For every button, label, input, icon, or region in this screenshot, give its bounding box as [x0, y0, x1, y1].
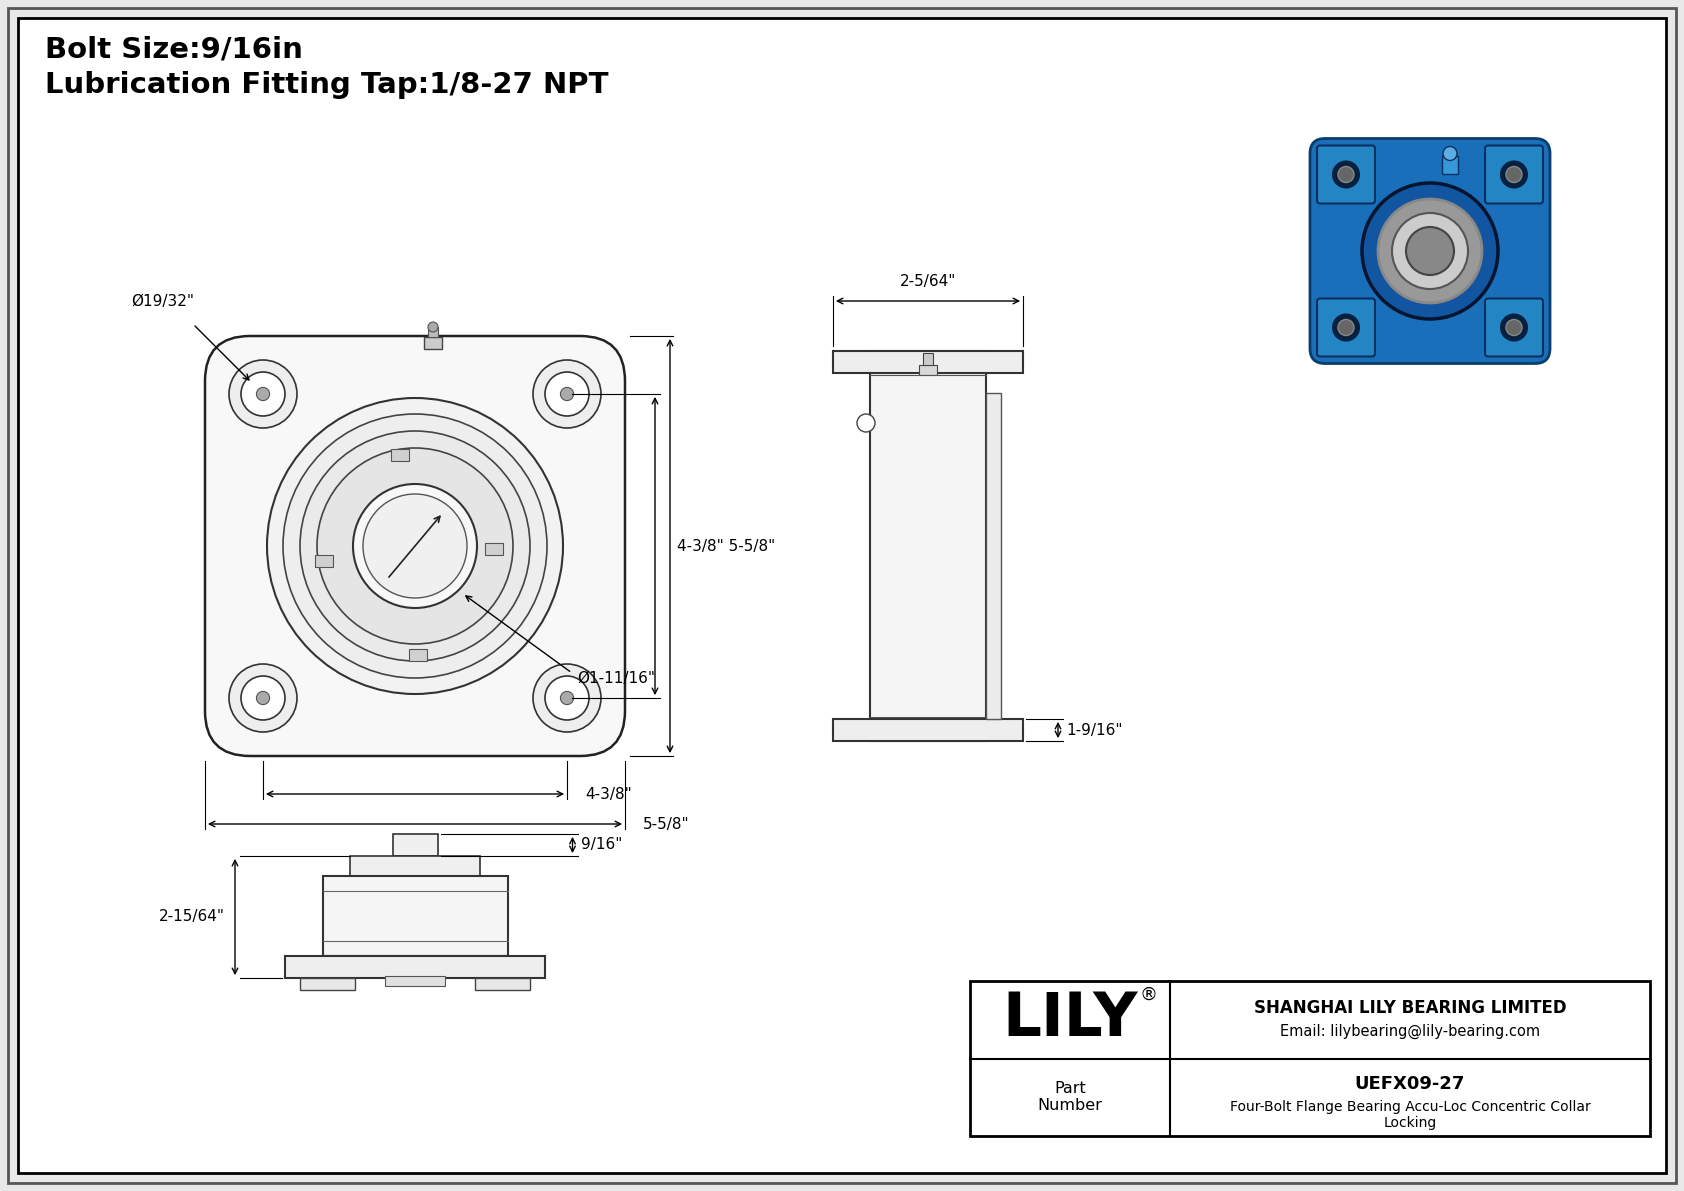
Circle shape	[1339, 319, 1354, 336]
Text: Bolt Size:9/16in: Bolt Size:9/16in	[45, 36, 303, 64]
FancyBboxPatch shape	[1310, 138, 1549, 363]
Circle shape	[1500, 314, 1527, 341]
Circle shape	[561, 387, 574, 400]
Text: Email: lilybearing@lily-bearing.com: Email: lilybearing@lily-bearing.com	[1280, 1024, 1541, 1040]
Text: Ø19/32": Ø19/32"	[131, 294, 194, 308]
Circle shape	[354, 484, 477, 607]
Text: 5-5/8": 5-5/8"	[643, 817, 690, 831]
Bar	[300, 978, 355, 990]
Circle shape	[256, 387, 269, 400]
Bar	[386, 975, 445, 986]
Bar	[391, 449, 409, 461]
Circle shape	[1334, 314, 1359, 341]
Bar	[485, 543, 504, 555]
Text: 4-3/8": 4-3/8"	[584, 786, 632, 802]
Circle shape	[241, 372, 285, 416]
Circle shape	[546, 372, 589, 416]
Text: 2-5/64": 2-5/64"	[899, 274, 957, 289]
FancyBboxPatch shape	[1317, 299, 1376, 356]
Bar	[428, 328, 438, 337]
Text: SHANGHAI LILY BEARING LIMITED: SHANGHAI LILY BEARING LIMITED	[1253, 999, 1566, 1017]
FancyBboxPatch shape	[1485, 299, 1543, 356]
Circle shape	[283, 414, 547, 678]
Bar	[919, 364, 936, 375]
Circle shape	[534, 665, 601, 732]
Bar	[285, 956, 546, 978]
Circle shape	[256, 692, 269, 705]
Circle shape	[1378, 199, 1482, 303]
Bar	[1442, 156, 1458, 174]
Bar	[987, 393, 1000, 719]
Circle shape	[1406, 227, 1453, 275]
Bar	[923, 353, 933, 364]
Circle shape	[300, 431, 530, 661]
Circle shape	[1505, 319, 1522, 336]
Circle shape	[428, 322, 438, 332]
Circle shape	[1505, 167, 1522, 182]
Circle shape	[857, 414, 876, 432]
Bar	[834, 719, 1022, 741]
Circle shape	[1334, 162, 1359, 187]
Bar	[871, 351, 987, 741]
Circle shape	[561, 692, 574, 705]
Circle shape	[1500, 162, 1527, 187]
Bar	[392, 834, 438, 856]
Bar	[315, 555, 333, 567]
Text: 9/16": 9/16"	[581, 837, 621, 853]
Circle shape	[241, 676, 285, 721]
FancyBboxPatch shape	[1485, 145, 1543, 204]
Bar	[475, 978, 530, 990]
Bar	[834, 351, 1022, 373]
FancyBboxPatch shape	[205, 336, 625, 756]
Circle shape	[546, 676, 589, 721]
Text: 2-15/64": 2-15/64"	[158, 910, 226, 924]
Bar	[409, 649, 428, 661]
Text: Ø1-11/16": Ø1-11/16"	[578, 671, 655, 686]
Text: 4-3/8" 5-5/8": 4-3/8" 5-5/8"	[677, 538, 775, 554]
Bar	[970, 981, 1650, 1136]
Text: Part
Number: Part Number	[1037, 1081, 1103, 1114]
Text: UEFX09-27: UEFX09-27	[1356, 1075, 1465, 1093]
Text: ®: ®	[1138, 986, 1157, 1004]
Bar	[424, 337, 441, 349]
Text: LILY: LILY	[1002, 990, 1138, 1049]
Circle shape	[364, 494, 466, 598]
Text: Four-Bolt Flange Bearing Accu-Loc Concentric Collar: Four-Bolt Flange Bearing Accu-Loc Concen…	[1229, 1100, 1590, 1115]
Circle shape	[268, 398, 562, 694]
Bar	[323, 877, 507, 956]
Circle shape	[317, 448, 514, 644]
Circle shape	[1443, 146, 1457, 161]
Circle shape	[1362, 183, 1499, 319]
Text: Locking: Locking	[1383, 1116, 1436, 1130]
Circle shape	[1339, 167, 1354, 182]
Bar	[350, 856, 480, 877]
Circle shape	[229, 360, 296, 428]
Circle shape	[1393, 213, 1468, 289]
FancyBboxPatch shape	[1317, 145, 1376, 204]
Circle shape	[229, 665, 296, 732]
Circle shape	[534, 360, 601, 428]
Text: 1-9/16": 1-9/16"	[1066, 723, 1123, 737]
Text: Lubrication Fitting Tap:1/8-27 NPT: Lubrication Fitting Tap:1/8-27 NPT	[45, 71, 608, 99]
